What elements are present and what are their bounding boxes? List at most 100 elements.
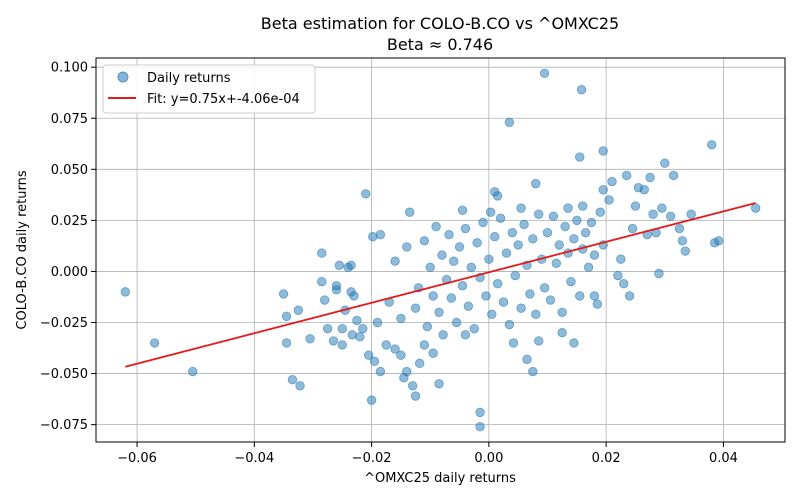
scatter-point (405, 207, 415, 217)
scatter-point (654, 268, 664, 279)
scatter-point (492, 279, 503, 289)
scatter-point (466, 262, 476, 273)
scatter-point (390, 344, 400, 354)
scatter-point (293, 305, 304, 315)
scatter-point (352, 315, 362, 326)
legend-box (102, 64, 316, 114)
scatter-point (419, 236, 430, 246)
fit-line (125, 202, 756, 368)
scatter-point (572, 215, 582, 226)
y-tick-label: −0.025 (40, 316, 88, 331)
scatter-point (337, 323, 347, 334)
scatter-point (457, 281, 468, 291)
scatter-point (648, 209, 658, 219)
scatter-point (542, 227, 553, 238)
x-tick-label: −0.06 (117, 451, 157, 466)
scatter-point (295, 381, 305, 391)
plot-frame (95, 57, 786, 443)
fit-line-group (125, 202, 756, 368)
scatter-point (583, 262, 594, 273)
scatter-point (437, 250, 447, 260)
chart-title: Beta estimation for COLO-B.CO vs ^OMXC25 (261, 14, 619, 33)
scatter-points (120, 68, 761, 432)
scatter-point (534, 336, 544, 346)
scatter-point (516, 303, 526, 313)
scatter-point (545, 295, 556, 305)
scatter-point (539, 68, 550, 79)
scatter-point (390, 256, 400, 266)
scatter-point (519, 219, 529, 230)
scatter-point (281, 338, 292, 348)
scatter-point (361, 189, 371, 199)
scatter-point (396, 313, 406, 324)
scatter-point (446, 293, 457, 303)
scatter-point (363, 350, 374, 360)
scatter-point (305, 334, 315, 344)
scatter-point (484, 254, 494, 264)
x-tick-label: 0.04 (709, 451, 738, 466)
scatter-point (495, 213, 506, 224)
scatter-point (448, 256, 459, 266)
scatter-point (149, 338, 160, 348)
scatter-point (328, 336, 339, 346)
scatter-point (454, 242, 465, 252)
scatter-point (368, 232, 378, 242)
x-tick-label: 0.02 (592, 451, 621, 466)
scatter-point (534, 209, 544, 219)
y-axis-label: COLO-B.CO daily returns (15, 170, 30, 329)
legend-label-fit: Fit: y=0.75x+-4.06e-04 (147, 92, 300, 107)
scatter-point (680, 246, 691, 256)
scatter-point (372, 317, 383, 328)
scatter-point (551, 258, 562, 268)
scatter-point (414, 358, 425, 369)
scatter-point (504, 319, 515, 330)
chart-subtitle: Beta ≈ 0.746 (387, 35, 493, 54)
scatter-point (604, 195, 614, 205)
scatter-point (575, 291, 585, 301)
y-tick-label: −0.050 (40, 367, 88, 382)
x-tick-label: −0.02 (352, 451, 392, 466)
scatter-point (619, 279, 629, 289)
scatter-point (358, 323, 368, 334)
scatter-point (334, 260, 345, 271)
y-tick-label: 0.100 (51, 61, 88, 76)
scatter-point (349, 291, 359, 301)
scatter-point (463, 301, 474, 311)
scatter-point (425, 262, 435, 273)
x-axis-label: ^OMXC25 daily returns (364, 471, 516, 486)
scatter-point (510, 270, 520, 281)
legend-label-points: Daily returns (147, 71, 231, 86)
scatter-point (645, 172, 655, 183)
scatter-point (492, 191, 503, 201)
scatter-point (531, 178, 541, 189)
scatter-point (586, 217, 597, 228)
scatter-point (595, 207, 605, 217)
scatter-point (402, 242, 412, 252)
scatter-point (525, 289, 535, 299)
legend-marker-points (117, 71, 129, 83)
scatter-point (322, 323, 333, 334)
scatter-point (531, 309, 541, 320)
scatter-point (422, 321, 433, 332)
scatter-point (375, 366, 386, 377)
scatter-point (657, 203, 667, 213)
scatter-point (366, 395, 377, 405)
scatter-point (317, 276, 327, 287)
scatter-point (528, 234, 538, 244)
x-axis-ticks: −0.06 −0.04 −0.02 0.00 0.02 0.04 (117, 442, 738, 466)
scatter-point (428, 291, 438, 301)
scatter-point (457, 205, 468, 215)
scatter-point (419, 340, 430, 350)
scatter-point (516, 203, 526, 213)
scatter-point (472, 238, 482, 248)
scatter-point (469, 323, 479, 334)
scatter-point (660, 158, 670, 168)
scatter-point (478, 217, 488, 228)
scatter-point (355, 332, 365, 342)
scatter-point (613, 270, 623, 281)
scatter-point (434, 307, 444, 317)
y-tick-label: 0.025 (51, 214, 88, 229)
scatter-point (616, 254, 626, 264)
scatter-point (337, 340, 347, 350)
